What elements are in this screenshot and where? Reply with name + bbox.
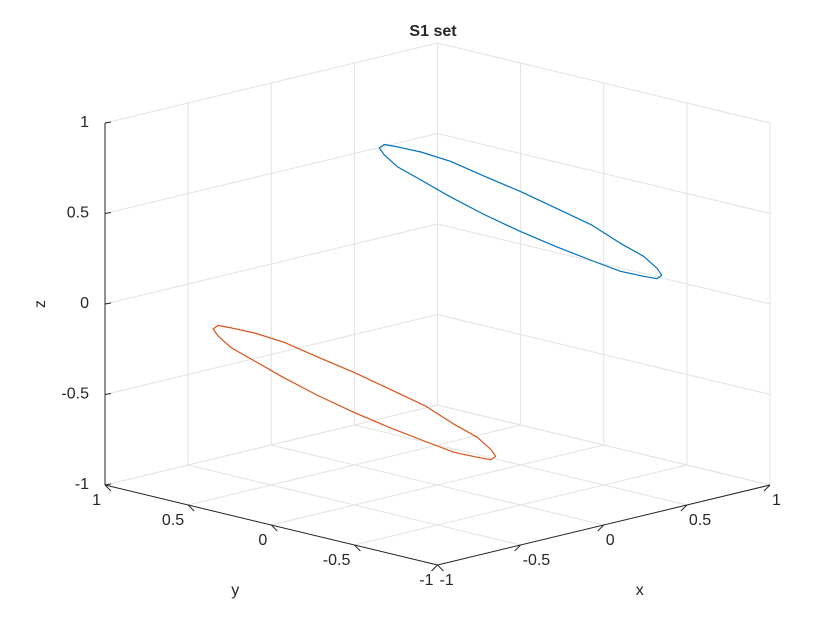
tick-mark [514,544,521,552]
tick-mark [104,393,112,395]
tick-mark [104,302,112,305]
z-tick-label: -1 [75,476,89,493]
grid-line [188,424,521,506]
grid-line [104,223,438,305]
grid-line [354,464,687,546]
tick-mark [597,524,605,532]
grid-line [271,444,604,526]
grid-line [104,314,438,395]
tick-mark [437,564,444,572]
z-tick-label: 1 [80,114,89,131]
z-tick-label: 0.5 [67,205,89,222]
grid-line [437,133,771,214]
z-axis-label: z [32,300,49,308]
x-tick-label: 0.5 [689,512,711,529]
grid-line [437,223,771,305]
grid-line [437,404,771,486]
y-tick-label: -0.5 [323,552,351,569]
x-tick-label: -0.5 [523,552,551,569]
y-tick-label: 0 [258,532,267,549]
grid-line [437,42,771,124]
curve [212,324,497,461]
grid-line [104,133,438,214]
tick-mark [680,504,688,512]
tick-mark [187,504,195,512]
x-axis-label: x [636,582,644,599]
tick-mark [104,121,112,124]
grid-line [437,314,771,395]
x-tick-label: 1 [772,492,781,509]
tick-mark [354,544,361,552]
tick-mark [431,564,438,572]
chart-title: S1 set [409,23,457,40]
z-tick-label: 0 [80,295,89,312]
y-tick-label: 0.5 [162,512,184,529]
x-tick-label: 0 [606,532,615,549]
x-tick-label: -1 [440,572,454,589]
tick-mark [104,483,112,486]
tick-mark [104,484,112,492]
tick-mark [763,484,771,492]
tick-mark [104,212,112,214]
grid-line [104,42,438,124]
tick-mark [270,524,278,532]
y-axis-label: y [231,582,239,599]
curve [378,143,663,280]
y-tick-label: -1 [419,572,433,589]
z-tick-label: -0.5 [61,386,89,403]
y-tick-label: 1 [92,492,101,509]
grid-line [104,404,438,486]
